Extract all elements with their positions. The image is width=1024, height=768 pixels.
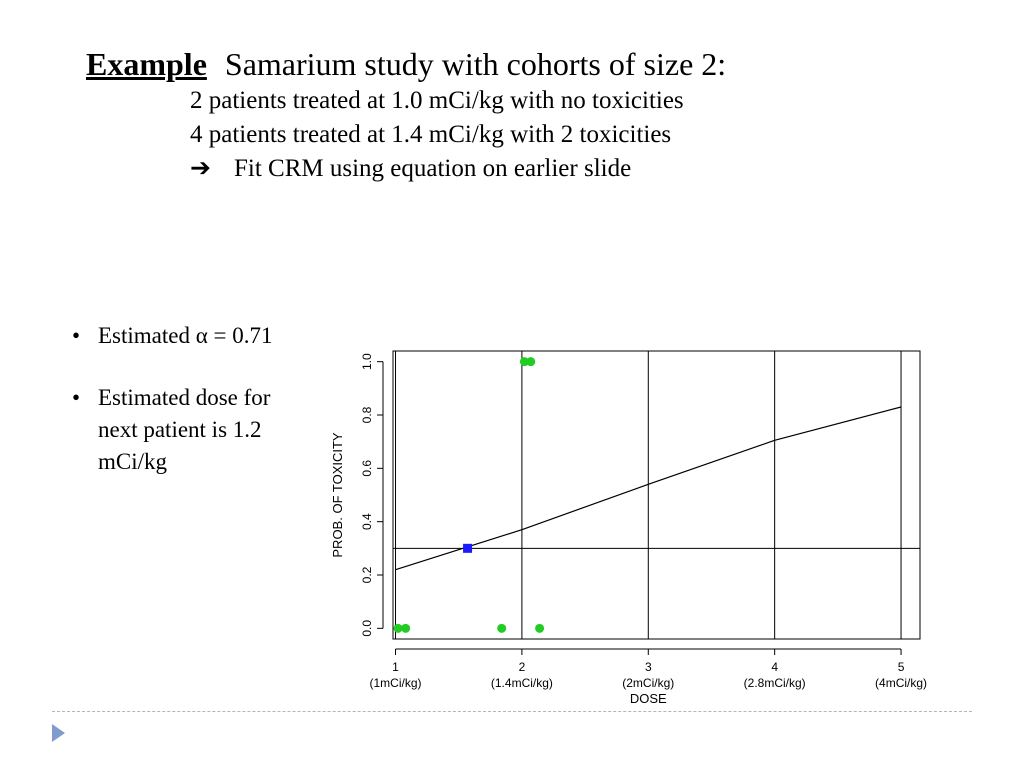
footer-divider <box>52 711 972 712</box>
bullet-dose: • Estimated dose for next patient is 1.2… <box>72 382 362 478</box>
y-tick-label: 0.8 <box>360 406 374 423</box>
fit-crm-text: Fit CRM using equation on earlier slide <box>234 155 632 182</box>
y-tick-label: 0.4 <box>360 513 374 530</box>
x-axis-title: DOSE <box>630 691 667 706</box>
x-tick-sublabel: (2mCi/kg) <box>622 676 674 690</box>
x-tick-label: 3 <box>645 660 652 674</box>
y-tick-label: 1.0 <box>360 353 374 370</box>
bullet-alpha-text: Estimated α = 0.71 <box>98 323 273 348</box>
bullet-alpha: • Estimated α = 0.71 <box>72 320 362 352</box>
bullet-dot-icon: • <box>72 385 81 410</box>
title-rest: Samarium study with cohorts of size 2: <box>224 46 727 82</box>
observation-point <box>497 623 507 633</box>
estimated-dose-marker <box>463 543 473 553</box>
observation-point <box>401 623 411 633</box>
observation-point <box>535 623 545 633</box>
y-tick-label: 0.6 <box>360 460 374 477</box>
slide-header: Example Samarium study with cohorts of si… <box>86 44 986 186</box>
x-tick-sublabel: (1mCi/kg) <box>370 676 422 690</box>
dose-toxicity-curve <box>395 406 902 571</box>
y-axis-title: PROB. OF TOXICITY <box>330 432 345 558</box>
y-tick-label: 0.2 <box>360 566 374 583</box>
observation-point <box>393 623 403 633</box>
bullet-dot-icon: • <box>72 323 81 348</box>
x-tick-sublabel: (2.8mCi/kg) <box>744 676 806 690</box>
x-tick-sublabel: (1.4mCi/kg) <box>491 676 553 690</box>
x-tick-label: 5 <box>898 660 905 674</box>
title-lead: Example <box>86 46 207 82</box>
x-tick-label: 4 <box>771 660 778 674</box>
x-tick-label: 1 <box>392 660 399 674</box>
observation-point <box>526 357 536 367</box>
slide-title: Example Samarium study with cohorts of si… <box>86 44 986 84</box>
observation-point <box>519 357 529 367</box>
y-tick-label: 0.0 <box>360 620 374 637</box>
fit-crm-line: ➔ Fit CRM using equation on earlier slide <box>190 152 986 186</box>
cohort-line-2: 4 patients treated at 1.4 mCi/kg with 2 … <box>190 121 672 148</box>
x-tick-label: 2 <box>519 660 526 674</box>
right-arrow-icon: ➔ <box>190 155 211 182</box>
x-tick-sublabel: (4mCi/kg) <box>875 676 927 690</box>
plot-frame <box>392 350 921 640</box>
slide-marker-icon <box>52 724 65 742</box>
bullet-dose-text: Estimated dose for next patient is 1.2 m… <box>98 385 271 474</box>
bullet-list: • Estimated α = 0.71 • Estimated dose fo… <box>72 320 362 508</box>
toxicity-chart: 1 (1mCi/kg) 2 (1.4mCi/kg) 3 (2mCi/kg) 4 (2.8mCi… <box>330 350 927 706</box>
cohort-line-1: 2 patients treated at 1.0 mCi/kg with no… <box>190 87 684 114</box>
